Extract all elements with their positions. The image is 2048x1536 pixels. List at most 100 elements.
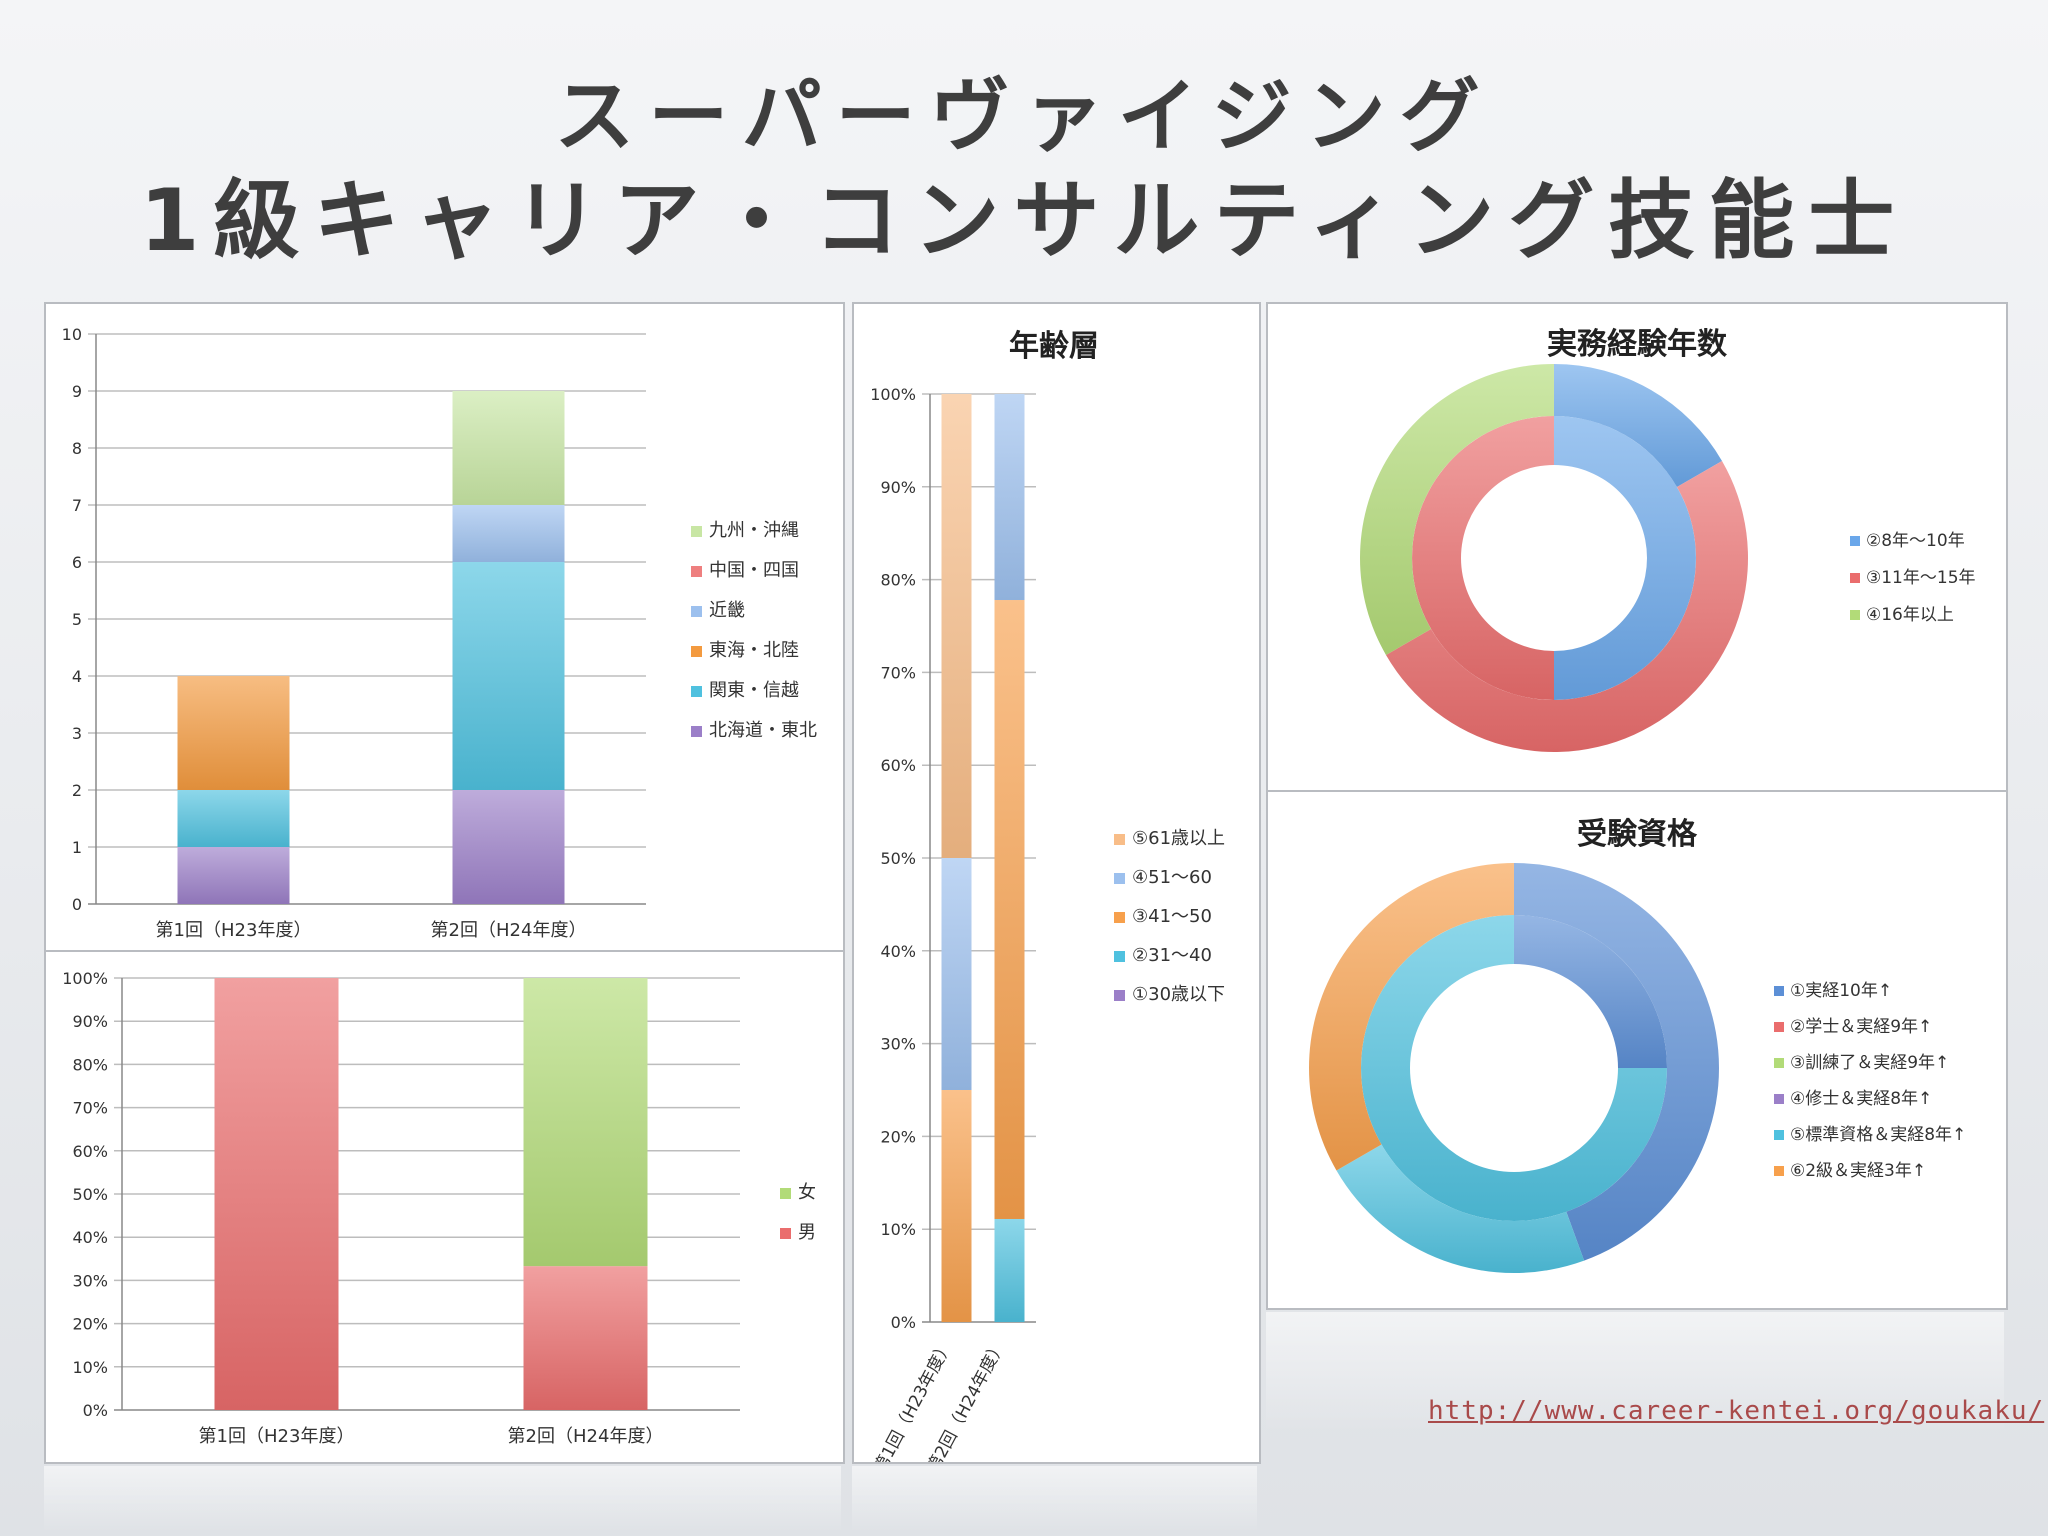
y-tick-label: 2 — [72, 781, 82, 800]
legend-swatch — [691, 686, 702, 697]
legend-label: ⑤61歳以上 — [1132, 828, 1225, 849]
y-tick-label: 50% — [880, 849, 916, 868]
legend-swatch — [1114, 951, 1125, 962]
bar-segment — [452, 505, 565, 562]
legend-swatch — [1850, 573, 1860, 583]
age-bar-chart: 年齢層0%10%20%30%40%50%60%70%80%90%100%第1回（… — [870, 329, 1225, 1462]
y-tick-label: 50% — [72, 1185, 108, 1204]
y-tick-label: 9 — [72, 382, 82, 401]
reflection-left — [44, 1466, 841, 1532]
donut-slice — [1554, 416, 1696, 700]
legend-label: ②8年〜10年 — [1866, 531, 1965, 551]
y-tick-label: 60% — [880, 756, 916, 775]
legend-swatch — [1774, 1130, 1784, 1140]
chart-title: 年齢層 — [1009, 329, 1099, 364]
y-tick-label: 3 — [72, 724, 82, 743]
legend-swatch — [1114, 873, 1125, 884]
donut-slice — [1554, 364, 1723, 487]
donut-slice — [1385, 461, 1748, 752]
qualification-chart-panel: 受験資格 ①実経10年↑ ②学士＆実経9年↑ ③訓練了＆実経9年↑ ④修士＆実経8年↑ ⑤… — [1266, 790, 2008, 1310]
bar-segment — [994, 600, 1025, 1219]
source-link[interactable]: http://www.career-kentei.org/goukaku/ — [1428, 1396, 2045, 1426]
experience-donut-chart: 実務経験年数 ②8年〜10年 ③11年〜15年 ④16年以上 — [1360, 327, 1976, 752]
legend-label: 九州・沖縄 — [709, 520, 799, 541]
legend-label: ②学士＆実経9年↑ — [1790, 1017, 1932, 1037]
legend-swatch — [1774, 1094, 1784, 1104]
legend-swatch — [1114, 990, 1125, 1001]
bar-segment — [177, 847, 290, 904]
y-tick-label: 30% — [72, 1271, 108, 1290]
legend-label: ⑥2級＆実経3年↑ — [1790, 1161, 1926, 1181]
legend-label: ④修士＆実経8年↑ — [1790, 1089, 1932, 1109]
y-tick-label: 90% — [72, 1012, 108, 1031]
x-tick-label: 第1回（H23年度） — [199, 1426, 355, 1447]
y-tick-label: 0% — [891, 1313, 916, 1332]
donut-slice — [1360, 364, 1554, 655]
legend-swatch — [1774, 1058, 1784, 1068]
legend-swatch — [1850, 610, 1860, 620]
legend-swatch — [1774, 986, 1784, 996]
legend-label: ③41〜50 — [1132, 906, 1212, 927]
legend-label: ②31〜40 — [1132, 945, 1212, 966]
donut-slice — [1514, 863, 1719, 1261]
donut-slice — [1336, 1144, 1585, 1273]
y-tick-label: 10% — [72, 1358, 108, 1377]
reflection-right — [1266, 1312, 2004, 1432]
bar-segment — [941, 394, 972, 858]
y-tick-label: 5 — [72, 610, 82, 629]
legend-swatch — [1114, 912, 1125, 923]
legend-label: 北海道・東北 — [709, 720, 817, 741]
chart-title: 受験資格 — [1577, 817, 1698, 852]
legend-label: 東海・北陸 — [709, 640, 799, 661]
legend-label: 関東・信越 — [709, 680, 799, 701]
gender-chart-panel: 0% 10% 20% 30% 40% 50% 60% 70% 80% 90% 100% 第1回（H23… — [44, 950, 845, 1464]
legend-swatch — [780, 1228, 791, 1239]
y-tick-label: 70% — [880, 663, 916, 682]
y-tick-label: 60% — [72, 1142, 108, 1161]
y-tick-label: 7 — [72, 496, 82, 515]
legend-swatch — [691, 526, 702, 537]
legend-swatch — [691, 606, 702, 617]
legend-label: ④51〜60 — [1132, 867, 1212, 888]
y-tick-label: 0 — [72, 895, 82, 914]
slide-title-line1: スーパーヴァイジング — [554, 70, 1494, 163]
y-tick-label: 20% — [72, 1315, 108, 1334]
legend-label: 男 — [798, 1222, 816, 1243]
y-tick-label: 20% — [880, 1127, 916, 1146]
reflection-middle — [852, 1466, 1257, 1532]
legend-label: ⑤標準資格＆実経8年↑ — [1790, 1125, 1966, 1145]
y-tick-label: 10 — [62, 325, 82, 344]
region-bar-chart: 0 1 2 3 4 5 6 7 8 9 10 第1回（H23年度） 第2回（H24年度） 九州・沖縄中国・… — [62, 325, 817, 941]
legend-swatch — [1114, 834, 1125, 845]
y-tick-label: 90% — [880, 478, 916, 497]
legend-label: 近畿 — [709, 600, 745, 621]
bar-segment — [177, 676, 290, 790]
donut-slice — [1412, 416, 1554, 700]
bar-segment — [177, 790, 290, 847]
bar-segment — [452, 790, 565, 904]
y-tick-label: 8 — [72, 439, 82, 458]
age-chart-panel: 年齢層 0% 10% 20% 30% 40% 50% 60% 70% 80% 90% 100% 第1回（… — [852, 302, 1261, 1464]
bar-segment — [523, 978, 648, 1267]
y-tick-label: 0% — [83, 1401, 108, 1420]
donut-slice — [1361, 915, 1667, 1221]
legend-swatch — [1774, 1166, 1784, 1176]
y-tick-label: 10% — [880, 1220, 916, 1239]
legend-label: ①実経10年↑ — [1790, 981, 1892, 1001]
bar-segment — [941, 1090, 972, 1322]
y-tick-label: 40% — [72, 1228, 108, 1247]
legend-label: ①30歳以下 — [1132, 984, 1225, 1005]
legend-label: 女 — [798, 1182, 816, 1203]
donut-slice — [1309, 863, 1514, 1171]
y-tick-label: 80% — [72, 1055, 108, 1074]
qualification-donut-chart: 受験資格 ①実経10年↑ ②学士＆実経9年↑ ③訓練了＆実経9年↑ ④修士＆実経8年↑ ⑤… — [1309, 817, 1966, 1273]
y-tick-label: 1 — [72, 838, 82, 857]
legend-swatch — [691, 566, 702, 577]
x-tick-label: 第2回（H24年度） — [431, 920, 587, 941]
experience-chart-panel: 実務経験年数 ②8年〜10年 ③11年〜15年 ④16年以上 — [1266, 302, 2008, 794]
bar-segment — [214, 978, 339, 1410]
gender-bar-chart: 0% 10% 20% 30% 40% 50% 60% 70% 80% 90% 100% 第1回（H23… — [62, 969, 816, 1447]
legend-swatch — [780, 1188, 791, 1199]
y-tick-label: 70% — [72, 1099, 108, 1118]
y-tick-label: 80% — [880, 571, 916, 590]
